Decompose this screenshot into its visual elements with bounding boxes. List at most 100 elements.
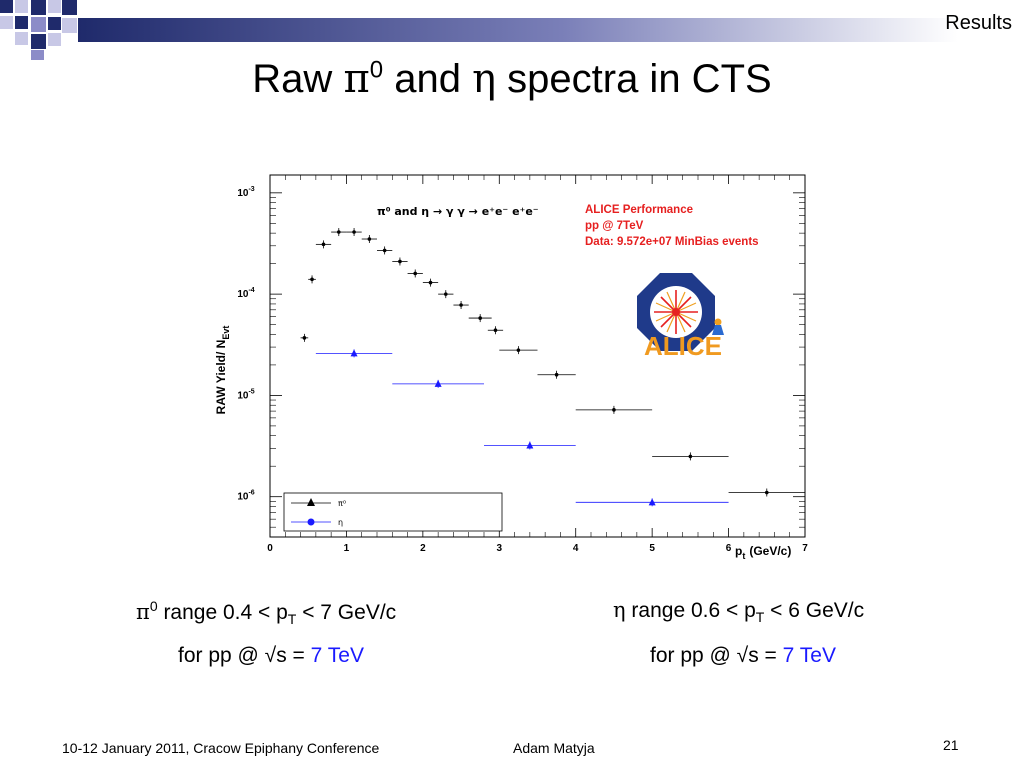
circle-marker [382, 248, 387, 253]
section-label: Results [945, 12, 1012, 34]
circle-marker [764, 490, 769, 495]
pi0-data-point [487, 326, 504, 335]
title-suffix: spectra in CTS [496, 57, 772, 101]
pi0-data-point [308, 275, 316, 284]
circle-marker [554, 372, 559, 377]
triangle-marker [434, 379, 442, 387]
caption-left-pi: π [136, 600, 150, 624]
pi0-data-point [537, 370, 576, 379]
plot-area-frame [269, 174, 806, 538]
caption-right-range-text: range 0.6 < p [625, 599, 756, 622]
annotation-line-2: pp @ 7TeV [585, 220, 644, 232]
caption-right-range: η range 0.6 < pT < 6 GeV/c [613, 598, 864, 625]
caption-right-energy-prefix: for pp @ √s = [650, 644, 783, 667]
y-tick-label: 10-3 [237, 186, 254, 199]
annotation-line-1: ALICE Performance [585, 204, 693, 216]
eta-data-point [484, 441, 576, 450]
circle-marker [367, 237, 372, 241]
footer-author: Adam Matyja [513, 740, 595, 756]
pi0-data-point [407, 269, 423, 278]
eta-data-point [392, 379, 484, 388]
x-axis-label-main: p [735, 544, 742, 558]
logo-text: ALICE [644, 331, 722, 361]
x-tick-label-4: 4 [573, 543, 579, 554]
caption-left-pi-sup: 0 [149, 598, 158, 614]
legend-label-pi0: π⁰ [338, 499, 346, 508]
circle-marker [688, 454, 693, 459]
caption-left-energy: for pp @ √s = 7 TeV [178, 644, 364, 668]
y-axis-label-main: RAW Yield/ N [214, 340, 228, 415]
caption-left-energy-value: 7 TeV [310, 644, 364, 667]
caption-right-range-end: < 6 GeV/c [764, 599, 865, 622]
triangle-marker [350, 349, 358, 357]
caption-left-range-text: range 0.4 < p [157, 601, 288, 624]
pi0-data-point [468, 314, 492, 323]
pi0-data-point [377, 246, 393, 255]
logo-figure-body [712, 325, 724, 335]
pi0-data-point [499, 346, 538, 355]
circle-marker [478, 316, 482, 320]
pi0-data-point [392, 257, 408, 266]
chart-legend: π⁰ η [283, 492, 503, 532]
legend-box [283, 492, 503, 532]
x-tick-label-0: 0 [267, 543, 273, 554]
annotation-line-3: Data: 9.572e+07 MinBias events [585, 236, 759, 248]
logo-figure-head [714, 318, 722, 326]
circle-marker [459, 303, 463, 307]
caption-left-range-sub: T [287, 611, 297, 628]
chart-inner-label: π⁰ and η → γ γ → e⁺e⁻ e⁺e⁻ [377, 205, 539, 218]
circle-marker [302, 336, 307, 340]
pi0-data-point [361, 235, 377, 244]
legend-label-eta: η [338, 518, 343, 527]
x-axis-label-unit: (GeV/c) [749, 544, 791, 558]
circle-marker [493, 328, 498, 333]
pi0-data-point [453, 301, 469, 310]
y-tick-label: 10-4 [237, 287, 254, 300]
circle-marker [321, 242, 326, 247]
caption-right-energy-value: 7 TeV [782, 644, 836, 667]
x-tick-label-5: 5 [649, 543, 655, 554]
caption-right-eta: η [613, 598, 626, 622]
x-tick-label-6: 6 [726, 543, 732, 554]
title-and: and [383, 57, 473, 101]
pi0-data-point [422, 278, 439, 287]
alice-logo: ALICE [637, 273, 724, 361]
title-prefix: Raw [252, 57, 344, 101]
eta-data-point [315, 349, 393, 358]
y-axis-label: RAW Yield/ NEvt [214, 326, 231, 415]
circle-marker [413, 271, 418, 276]
caption-right-range-sub: T [755, 609, 765, 626]
pi0-data-point [315, 240, 332, 249]
footer-conference: 10-12 January 2011, Cracow Epiphany Conf… [62, 740, 380, 756]
pi0-data-point [300, 333, 309, 342]
caption-left-range: π0 range 0.4 < pT < 7 GeV/c [136, 598, 396, 627]
footer-page-number: 21 [943, 737, 959, 753]
header-decoration [0, 0, 958, 60]
pi0-data-point [575, 405, 653, 414]
circle-marker [352, 230, 356, 234]
x-axis-label-sub: t [742, 551, 745, 561]
legend-marker-eta [307, 518, 315, 526]
caption-left-range-end: < 7 GeV/c [296, 601, 397, 624]
x-tick-label-1: 1 [344, 543, 350, 554]
page-title: Raw π0 and η spectra in CTS [0, 56, 1024, 102]
title-pi-symbol: π [343, 56, 370, 102]
y-tick-label: 10-6 [237, 490, 254, 503]
x-axis-label: pt (GeV/c) [735, 544, 791, 561]
pi0-data-point [331, 228, 347, 237]
title-eta-symbol: η [472, 56, 497, 102]
circle-marker [516, 348, 521, 352]
caption-right-energy: for pp @ √s = 7 TeV [650, 644, 836, 668]
y-axis-label-sub: Evt [221, 326, 231, 340]
title-pi-superscript: 0 [369, 56, 384, 84]
caption-left-energy-prefix: for pp @ √s = [178, 644, 311, 667]
circle-marker [443, 292, 448, 296]
pi0-data-point [346, 228, 362, 237]
y-tick-label: 10-5 [237, 388, 254, 401]
x-tick-label-7: 7 [802, 543, 808, 554]
circle-marker [336, 230, 341, 234]
circle-marker [612, 408, 616, 412]
pi0-data-point [728, 488, 805, 497]
legend-marker-pi0 [307, 498, 315, 506]
eta-data-point [575, 498, 729, 507]
